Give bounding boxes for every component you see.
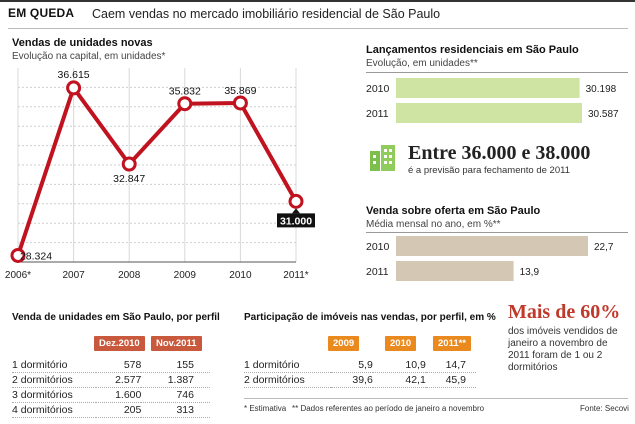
table1-row: 3 dormitórios 1.600 746	[12, 387, 210, 403]
cell: 39,6	[330, 372, 373, 388]
data-label: 36.615	[58, 69, 90, 81]
x-tick-label: 2006*	[5, 270, 31, 281]
y-tick-label: 2010	[366, 83, 390, 95]
data-label: 22,7	[594, 242, 614, 253]
table2-col1: 2009	[328, 336, 360, 351]
line-chart: 28.324 2006* 36.615 2007 32.847 2008 35.832 200…	[5, 68, 315, 281]
data-label: 32.847	[113, 173, 145, 185]
table1: 1 dormitório 578 155 2 dormitórios 2.577 1.38…	[12, 358, 210, 418]
forecast-note: é a previsão para fechamento de 2011	[408, 165, 570, 176]
row-label: 4 dormitórios	[12, 402, 97, 418]
y-tick-label: 2011	[366, 266, 389, 278]
bar	[396, 78, 580, 98]
table2-title: Participação de imóveis nas vendas, por …	[244, 312, 496, 323]
footer-divider	[244, 398, 628, 399]
table2-row: 1 dormitório 5,9 10,9 14,7	[244, 358, 476, 373]
y-tick-label: 2011	[366, 108, 389, 120]
data-label-box	[277, 213, 315, 228]
cell: 2.577	[96, 372, 142, 388]
offer-title: Venda sobre oferta em São Paulo	[366, 205, 541, 217]
data-label: 30.198	[586, 84, 617, 95]
source: Fonte: Secovi	[580, 404, 629, 413]
headline: Caem vendas no mercado imobiliário resid…	[92, 7, 441, 21]
series-line	[16, 85, 298, 257]
table2-header-2011: 2011**	[433, 333, 472, 351]
table1-row: 1 dormitório 578 155	[12, 358, 210, 373]
forecast-range: Entre 36.000 e 38.000	[408, 142, 591, 164]
footnote-period: ** Dados referentes ao período de janeir…	[292, 404, 485, 413]
table2: 1 dormitório 5,9 10,9 14,7 2 dormitórios 39,6…	[244, 358, 476, 388]
buildings-icon	[370, 145, 395, 171]
cell: 42,1	[372, 372, 426, 388]
data-label: 13,9	[520, 267, 540, 278]
launches-subtitle: Evolução, em unidades**	[366, 58, 478, 69]
data-point	[121, 156, 137, 172]
data-label: 35.869	[224, 85, 256, 97]
row-label: 3 dormitórios	[12, 387, 97, 403]
x-tick-label: 2009	[174, 270, 197, 281]
bar	[396, 103, 582, 123]
cell: 45,9	[425, 372, 476, 388]
launches-divider	[366, 72, 628, 73]
top-rule	[0, 0, 635, 2]
cell: 155	[141, 358, 210, 373]
cell: 1.600	[96, 387, 142, 403]
row-label: 2 dormitórios	[12, 372, 97, 388]
plot-area	[18, 68, 296, 262]
table1-col2: Nov.2011	[151, 336, 202, 351]
table1-col1: Dez.2010	[94, 336, 145, 351]
table1-row: 4 dormitórios 205 313	[12, 402, 210, 418]
data-label: 28.324	[20, 250, 52, 262]
table2-row: 2 dormitórios 39,6 42,1 45,9	[244, 372, 476, 388]
data-point	[232, 95, 248, 111]
data-point	[10, 247, 26, 263]
offer-subtitle: Média mensal no ano, em %**	[366, 219, 501, 230]
cell: 1.387	[141, 372, 210, 388]
bar	[396, 236, 588, 256]
table1-header-nov2011: Nov.2011	[151, 333, 202, 351]
footnote-estimate: * Estimativa	[244, 404, 287, 413]
bar	[396, 261, 514, 281]
row-label: 1 dormitório	[244, 358, 331, 373]
main-chart-title: Vendas de unidades novas	[12, 37, 153, 49]
row-label: 2 dormitórios	[244, 372, 331, 388]
cell: 205	[96, 402, 142, 418]
highlight-big: Mais de 60%	[508, 301, 621, 323]
table2-col3: 2011**	[433, 336, 472, 351]
data-label: 35.832	[169, 86, 201, 98]
cell: 5,9	[330, 358, 373, 373]
launches-bar-chart: 2010 30.198 2011 30.587	[366, 78, 619, 123]
x-tick-label: 2008	[118, 270, 141, 281]
table2-col2: 2010	[385, 336, 417, 351]
offer-bar-chart: 2010 22,7 2011 13,9	[366, 236, 614, 281]
main-chart-subtitle: Evolução na capital, em unidades*	[12, 51, 166, 62]
header-divider	[8, 28, 628, 29]
data-point	[66, 80, 82, 96]
x-tick-label: 2007	[62, 270, 85, 281]
launches-title: Lançamentos residenciais em São Paulo	[366, 44, 579, 56]
row-label: 1 dormitório	[12, 358, 97, 373]
table2-header-2010: 2010	[385, 333, 417, 351]
table1-header-dez2010: Dez.2010	[94, 333, 145, 351]
data-label: 31.000	[280, 215, 312, 227]
cell: 746	[141, 387, 210, 403]
x-tick-label: 2010	[229, 270, 252, 281]
table1-title: Venda de unidades em São Paulo, por perf…	[12, 312, 220, 323]
cell: 10,9	[372, 358, 426, 373]
cell: 578	[96, 358, 142, 373]
data-label: 30.587	[588, 109, 619, 120]
x-tick-label: 2011*	[283, 270, 309, 281]
table1-row: 2 dormitórios 2.577 1.387	[12, 372, 210, 388]
offer-divider	[366, 232, 628, 233]
data-point	[177, 96, 193, 112]
y-tick-label: 2010	[366, 241, 390, 253]
data-point	[288, 193, 304, 209]
section-tag: EM QUEDA	[8, 6, 75, 20]
data-label-pointer	[292, 208, 300, 214]
highlight-text: dos imóveis vendidos de janeiro a novemb…	[508, 326, 618, 373]
table2-header-2009: 2009	[328, 333, 360, 351]
cell: 14,7	[425, 358, 476, 373]
cell: 313	[141, 402, 210, 418]
